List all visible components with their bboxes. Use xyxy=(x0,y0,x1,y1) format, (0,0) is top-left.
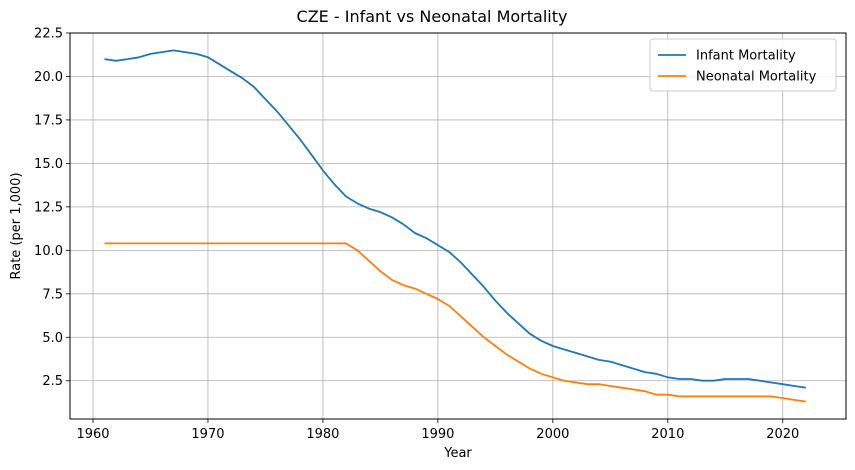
x-tick-label: 2000 xyxy=(536,427,569,442)
series-layer xyxy=(104,49,806,403)
y-tick-label: 7.5 xyxy=(42,287,63,302)
x-tick-label: 2010 xyxy=(651,427,684,442)
y-axis-ticks: 2.5 5.0 7.5 10.0 12.5 15.0 17.5 20.0 22.5 xyxy=(34,27,70,389)
plot-area-frame xyxy=(69,32,847,420)
y-tick-label: 15.0 xyxy=(34,157,63,172)
y-tick-label: 5.0 xyxy=(42,331,63,346)
x-tick-label: 2020 xyxy=(766,427,799,442)
series-line-infant-mortality xyxy=(104,49,806,389)
series-line-neonatal-mortality xyxy=(104,242,806,403)
legend-label: Neonatal Mortality xyxy=(696,70,817,85)
legend-label: Infant Mortality xyxy=(696,49,796,64)
legend-box xyxy=(649,38,837,92)
y-tick-label: 2.5 xyxy=(42,374,63,389)
y-tick-label: 17.5 xyxy=(34,113,63,128)
y-tick-label: 22.5 xyxy=(34,27,63,42)
y-axis-title: Rate (per 1,000) xyxy=(9,172,24,279)
x-tick-label: 1970 xyxy=(191,427,224,442)
x-tick-label: 1990 xyxy=(421,427,454,442)
x-axis-ticks: 1960 1970 1980 1990 2000 2010 2020 xyxy=(76,419,799,442)
x-axis-title: Year xyxy=(443,446,472,461)
y-tick-label: 12.5 xyxy=(34,200,63,215)
x-tick-label: 1980 xyxy=(306,427,339,442)
x-tick-label: 1960 xyxy=(76,427,109,442)
chart-title: CZE - Infant vs Neonatal Mortality xyxy=(297,7,568,26)
y-tick-label: 10.0 xyxy=(34,244,63,259)
legend: Infant Mortality Neonatal Mortality xyxy=(649,38,837,92)
grid xyxy=(70,32,846,419)
y-tick-label: 20.0 xyxy=(34,70,63,85)
